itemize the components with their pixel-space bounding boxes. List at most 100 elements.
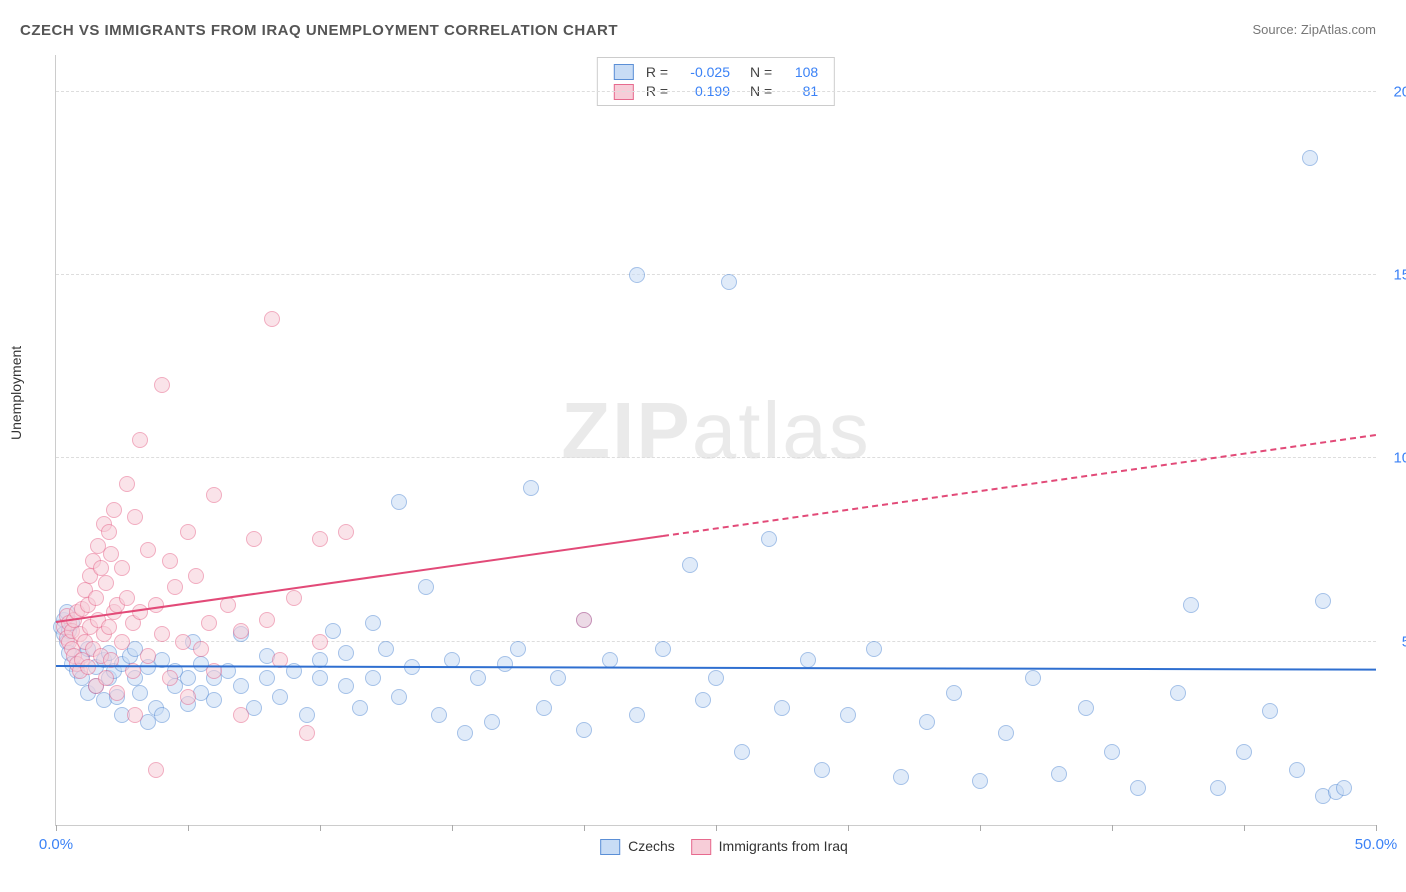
y-axis-label: Unemployment	[8, 346, 24, 440]
gridline	[56, 457, 1376, 458]
scatter-point	[188, 568, 204, 584]
scatter-point	[457, 725, 473, 741]
legend-swatch	[614, 64, 634, 80]
scatter-point	[259, 612, 275, 628]
scatter-point	[312, 670, 328, 686]
scatter-point	[814, 762, 830, 778]
trend-line-extrapolated	[663, 434, 1376, 537]
series-legend: Czechs Immigrants from Iraq	[584, 838, 848, 855]
x-tick-label: 0.0%	[39, 836, 73, 853]
scatter-point	[721, 274, 737, 290]
scatter-point	[233, 623, 249, 639]
scatter-point	[391, 494, 407, 510]
scatter-point	[1051, 766, 1067, 782]
scatter-point	[201, 615, 217, 631]
scatter-point	[1104, 744, 1120, 760]
legend-row: R =-0.025N =108	[608, 62, 824, 81]
scatter-point	[80, 659, 96, 675]
y-tick-label: 10.0%	[1381, 450, 1406, 467]
scatter-point	[180, 689, 196, 705]
source-attribution: Source: ZipAtlas.com	[1252, 22, 1376, 37]
scatter-point	[365, 615, 381, 631]
scatter-point	[431, 707, 447, 723]
scatter-point	[1302, 150, 1318, 166]
scatter-plot-area: ZIPatlas R =-0.025N =108R =0.199N =81 Cz…	[55, 55, 1376, 826]
scatter-point	[98, 670, 114, 686]
x-tick	[1244, 825, 1245, 831]
scatter-point	[206, 487, 222, 503]
scatter-point	[233, 678, 249, 694]
scatter-point	[98, 575, 114, 591]
x-tick	[452, 825, 453, 831]
scatter-point	[127, 509, 143, 525]
scatter-point	[972, 773, 988, 789]
scatter-point	[800, 652, 816, 668]
legend-label: Immigrants from Iraq	[715, 838, 848, 854]
scatter-point	[536, 700, 552, 716]
scatter-point	[510, 641, 526, 657]
scatter-point	[119, 476, 135, 492]
scatter-point	[1210, 780, 1226, 796]
scatter-point	[338, 678, 354, 694]
scatter-point	[1078, 700, 1094, 716]
x-tick	[1112, 825, 1113, 831]
scatter-point	[233, 707, 249, 723]
scatter-point	[391, 689, 407, 705]
scatter-point	[109, 685, 125, 701]
scatter-point	[629, 267, 645, 283]
scatter-point	[695, 692, 711, 708]
gridline	[56, 274, 1376, 275]
scatter-point	[352, 700, 368, 716]
scatter-point	[1170, 685, 1186, 701]
scatter-point	[114, 634, 130, 650]
scatter-point	[576, 722, 592, 738]
x-tick-label: 50.0%	[1355, 836, 1398, 853]
scatter-point	[114, 560, 130, 576]
scatter-point	[497, 656, 513, 672]
scatter-point	[1183, 597, 1199, 613]
scatter-point	[1289, 762, 1305, 778]
gridline	[56, 91, 1376, 92]
scatter-point	[162, 670, 178, 686]
x-tick	[56, 825, 57, 831]
scatter-point	[106, 502, 122, 518]
scatter-point	[101, 524, 117, 540]
legend-label: Czechs	[624, 838, 675, 854]
scatter-point	[378, 641, 394, 657]
scatter-point	[259, 670, 275, 686]
scatter-point	[1025, 670, 1041, 686]
y-tick-label: 15.0%	[1381, 267, 1406, 284]
scatter-point	[299, 725, 315, 741]
scatter-point	[132, 432, 148, 448]
x-tick	[584, 825, 585, 831]
scatter-point	[550, 670, 566, 686]
scatter-point	[866, 641, 882, 657]
scatter-point	[576, 612, 592, 628]
scatter-point	[286, 590, 302, 606]
x-tick	[716, 825, 717, 831]
scatter-point	[88, 590, 104, 606]
scatter-point	[180, 524, 196, 540]
scatter-point	[484, 714, 500, 730]
scatter-point	[523, 480, 539, 496]
watermark: ZIPatlas	[561, 385, 870, 477]
scatter-point	[162, 553, 178, 569]
scatter-point	[1336, 780, 1352, 796]
scatter-point	[312, 634, 328, 650]
scatter-point	[264, 311, 280, 327]
scatter-point	[365, 670, 381, 686]
scatter-point	[946, 685, 962, 701]
chart-title: CZECH VS IMMIGRANTS FROM IRAQ UNEMPLOYME…	[20, 22, 618, 39]
scatter-point	[154, 707, 170, 723]
y-tick-label: 20.0%	[1381, 83, 1406, 100]
scatter-point	[101, 619, 117, 635]
scatter-point	[132, 604, 148, 620]
scatter-point	[1236, 744, 1252, 760]
correlation-legend: R =-0.025N =108R =0.199N =81	[597, 57, 835, 106]
scatter-point	[148, 762, 164, 778]
scatter-point	[734, 744, 750, 760]
scatter-point	[93, 560, 109, 576]
scatter-point	[325, 623, 341, 639]
scatter-point	[761, 531, 777, 547]
scatter-point	[708, 670, 724, 686]
